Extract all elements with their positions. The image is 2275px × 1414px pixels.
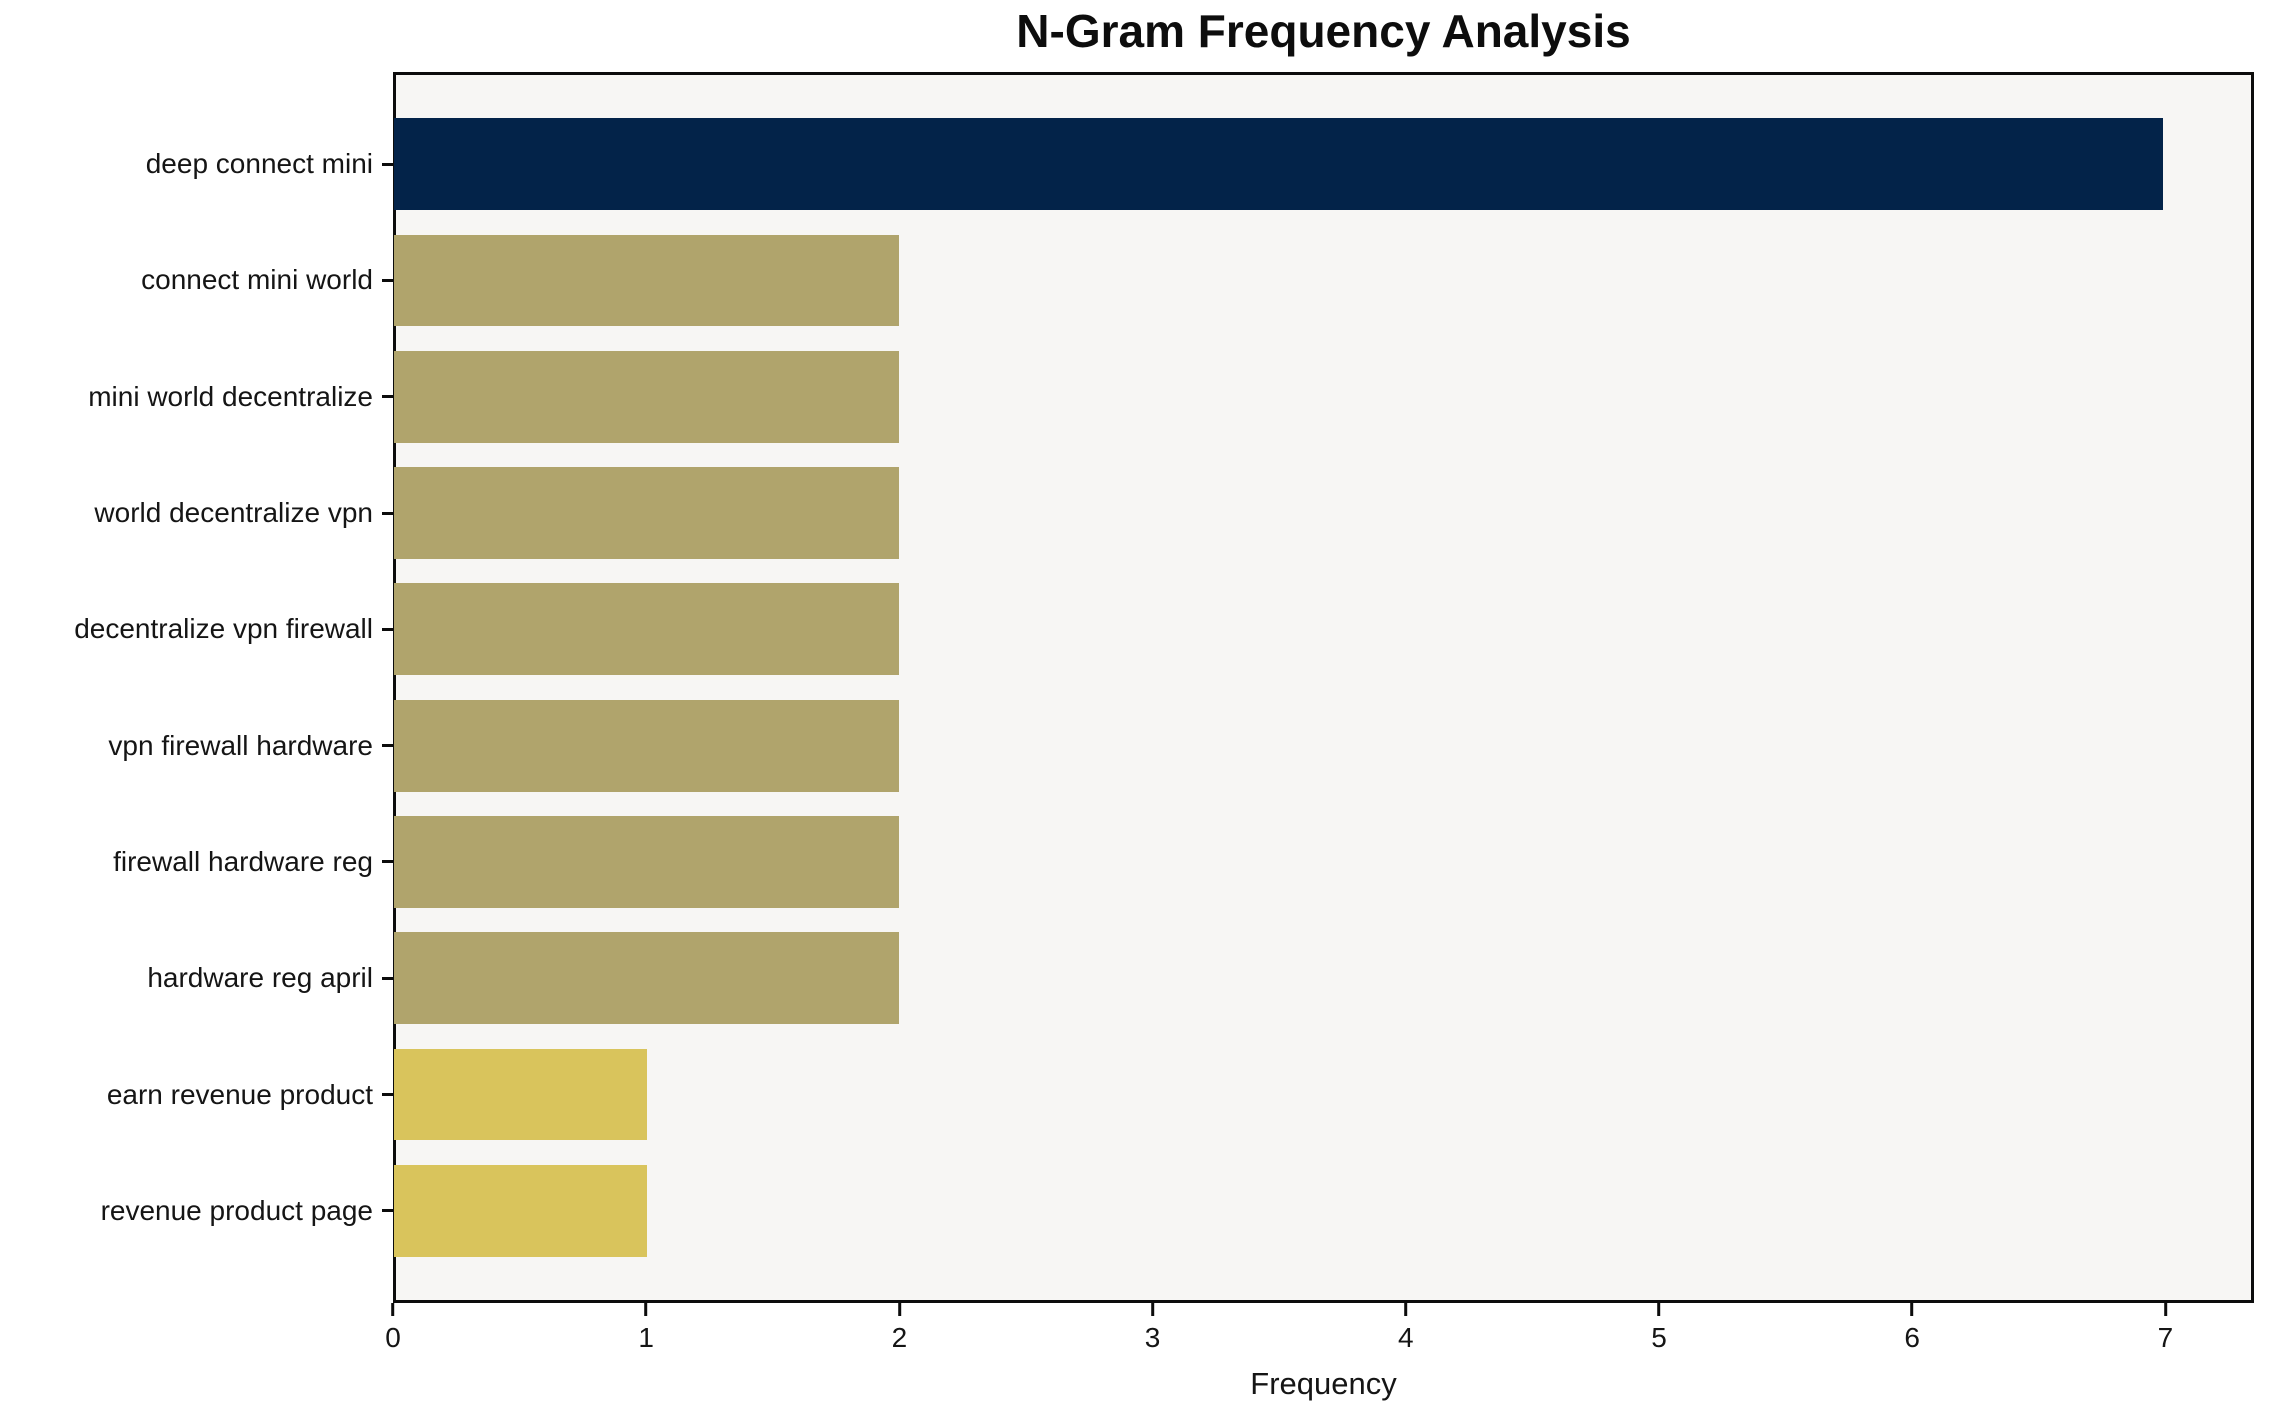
- y-tick: firewall hardware reg: [0, 846, 394, 878]
- chart-row: world decentralize vpn: [0, 455, 2251, 571]
- y-tick-mark: [382, 278, 394, 282]
- y-tick: earn revenue product: [0, 1079, 394, 1111]
- x-tick-mark: [1404, 1303, 1408, 1316]
- y-tick-mark: [382, 860, 394, 864]
- x-tick-label: 5: [1651, 1322, 1667, 1353]
- x-tick-label: 3: [1144, 1322, 1161, 1353]
- x-tick-label: 2: [891, 1322, 908, 1353]
- bar: [394, 699, 900, 792]
- bar: [394, 1164, 647, 1257]
- bar: [394, 350, 900, 443]
- chart-row: mini world decentralize: [0, 339, 2251, 455]
- x-axis: 0 1 2 3 4 5 6 7: [385, 1303, 2254, 1373]
- y-tick-label: revenue product page: [100, 1194, 373, 1226]
- bar: [394, 932, 900, 1025]
- bar-track: [394, 687, 2251, 803]
- y-tick-mark: [382, 744, 394, 748]
- bar-track: [394, 222, 2251, 338]
- bar-track: [394, 339, 2251, 455]
- y-tick: revenue product page: [0, 1195, 394, 1227]
- x-tick: 2: [891, 1303, 908, 1354]
- chart-row: connect mini world: [0, 222, 2251, 338]
- x-tick-label: 0: [385, 1322, 401, 1353]
- y-tick-mark: [382, 627, 394, 631]
- x-tick: 5: [1651, 1303, 1667, 1354]
- y-tick: deep connect mini: [0, 148, 394, 180]
- y-tick-label: deep connect mini: [145, 148, 373, 180]
- y-tick-label: earn revenue product: [106, 1078, 373, 1110]
- bar-track: [394, 571, 2251, 687]
- y-tick: connect mini world: [0, 264, 394, 296]
- x-tick-label: 7: [2157, 1322, 2174, 1353]
- bar: [394, 1048, 647, 1141]
- x-tick: 4: [1398, 1303, 1414, 1354]
- bar-track: [394, 1153, 2251, 1269]
- x-tick-label: 1: [638, 1322, 654, 1353]
- bar: [394, 234, 900, 327]
- chart-title: N-Gram Frequency Analysis: [1016, 5, 1631, 57]
- bar-rows: deep connect mini connect mini world mini …: [0, 72, 2251, 1303]
- y-tick-label: hardware reg april: [147, 962, 373, 994]
- y-tick: world decentralize vpn: [0, 497, 394, 529]
- bar-track: [394, 1036, 2251, 1152]
- x-axis-label: Frequency: [1250, 1366, 1397, 1401]
- x-tick-label: 4: [1397, 1322, 1414, 1353]
- bar: [394, 467, 900, 559]
- bar-track: [394, 920, 2251, 1036]
- y-tick-label: vpn firewall hardware: [108, 729, 373, 761]
- bar: [394, 816, 900, 908]
- chart-row: revenue product page: [0, 1153, 2251, 1269]
- y-tick-mark: [382, 395, 394, 399]
- chart-row: vpn firewall hardware: [0, 687, 2251, 803]
- y-tick: hardware reg april: [0, 962, 394, 994]
- bar-track: [394, 455, 2251, 571]
- chart-row: deep connect mini: [0, 106, 2251, 222]
- x-tick: 7: [2157, 1303, 2174, 1354]
- bar-track: [394, 804, 2251, 920]
- chart-row: firewall hardware reg: [0, 804, 2251, 920]
- y-tick-mark: [382, 511, 394, 515]
- x-tick: 6: [1904, 1303, 1920, 1354]
- y-tick: vpn firewall hardware: [0, 730, 394, 762]
- y-tick-label: connect mini world: [141, 264, 373, 296]
- x-tick: 0: [385, 1303, 401, 1354]
- y-tick-label: mini world decentralize: [88, 380, 373, 412]
- y-tick-mark: [382, 976, 394, 980]
- x-tick-mark: [1657, 1303, 1661, 1316]
- x-tick-mark: [1910, 1303, 1914, 1316]
- x-tick-mark: [644, 1303, 648, 1316]
- y-tick: decentralize vpn firewall: [0, 613, 394, 645]
- x-tick-mark: [2163, 1303, 2167, 1316]
- y-tick-label: decentralize vpn firewall: [74, 613, 373, 645]
- x-tick: 1: [638, 1303, 654, 1354]
- bar: [394, 583, 900, 676]
- bar: [394, 118, 2163, 211]
- x-tick-mark: [391, 1303, 395, 1316]
- chart-row: earn revenue product: [0, 1036, 2251, 1152]
- x-tick-label: 6: [1904, 1322, 1920, 1353]
- x-tick-mark: [1151, 1303, 1155, 1316]
- y-tick: mini world decentralize: [0, 381, 394, 413]
- bar-track: [394, 106, 2251, 222]
- y-tick-mark: [382, 162, 394, 166]
- y-tick-label: world decentralize vpn: [94, 497, 373, 529]
- chart-row: hardware reg april: [0, 920, 2251, 1036]
- x-tick-mark: [897, 1303, 901, 1316]
- x-tick: 3: [1144, 1303, 1161, 1354]
- y-tick-label: firewall hardware reg: [113, 845, 373, 877]
- y-tick-mark: [382, 1093, 394, 1097]
- chart-row: decentralize vpn firewall: [0, 571, 2251, 687]
- y-tick-mark: [382, 1209, 394, 1213]
